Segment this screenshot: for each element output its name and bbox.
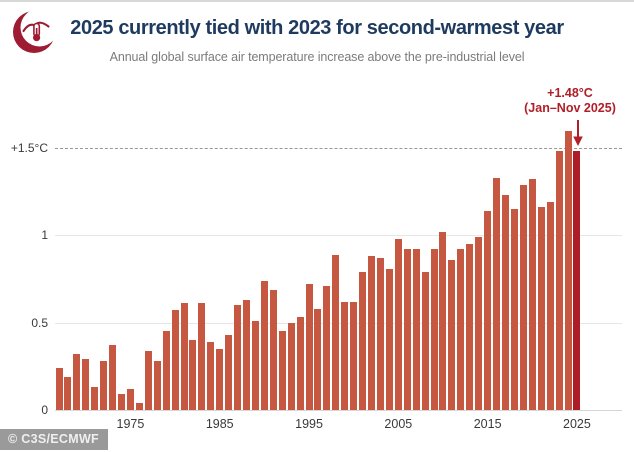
bar-2001 [359,272,367,410]
bar-2018 [510,209,518,410]
bar-2013 [466,244,474,410]
bar-2015 [484,210,492,410]
bar-1991 [269,289,277,410]
gridline-+1.5°C [55,147,622,149]
x-axis-tick-1975: 1975 [116,417,145,431]
bar-1967 [55,368,63,410]
bar-1973 [109,345,117,410]
bar-1988 [243,299,251,410]
gridline-0 [55,410,622,411]
credit-badge: © C3S/ECMWF [0,429,108,450]
bar-2008 [421,272,429,410]
bar-2021 [537,207,545,410]
bar-1994 [296,317,304,410]
bar-1975 [126,389,134,410]
x-axis-tick-2025: 2025 [563,417,591,431]
bar-1983 [198,303,206,410]
annotation-period: (Jan–Nov 2025) [524,101,616,115]
bar-2017 [502,195,509,410]
bar-1974 [118,394,125,410]
bar-2014 [475,237,483,410]
y-axis-tick-label: +1.5°C [10,140,48,155]
bar-2011 [448,259,456,410]
page-title: 2025 currently tied with 2023 for second… [70,17,564,39]
y-axis-tick-label: 0 [41,403,48,417]
bar-1969 [73,354,81,410]
bar-2024 [564,130,572,410]
c3s-climate-logo-icon [13,11,55,53]
bar-1981 [180,303,188,410]
bar-2006 [403,249,411,410]
bar-2016 [493,177,501,410]
y-axis-tick-label: 1 [41,228,48,243]
bar-1986 [225,334,233,410]
bar-2020 [528,179,536,410]
bar-1980 [171,310,179,410]
x-axis-tick-1985: 1985 [205,417,234,431]
bar-2002 [368,256,376,410]
bar-2010 [439,231,447,410]
bar-2005 [394,238,402,410]
bar-2007 [412,249,420,410]
page-subtitle: Annual global surface air temperature in… [109,50,525,64]
bar-1992 [278,331,286,410]
x-axis-tick-1995: 1995 [295,417,323,431]
bar-2012 [457,249,465,410]
bar-2000 [350,301,358,410]
x-axis-tick-2005: 2005 [384,417,413,431]
bar-1990 [260,280,268,410]
bar-1972 [100,361,108,410]
bar-2019 [519,184,527,410]
peak-annotation: +1.48°C (Jan–Nov 2025) [495,86,634,116]
bar-1985 [216,348,224,410]
x-axis-tick-2015: 2015 [473,417,502,431]
bar-2009 [430,249,438,410]
annotation-value: +1.48°C [547,86,593,100]
bar-1976 [135,403,143,410]
bar-1997 [323,286,331,410]
bar-1989 [251,320,259,410]
bar-1968 [64,376,72,410]
bar-1971 [91,387,99,410]
gridline-1 [55,235,622,237]
bar-1982 [189,340,197,410]
bar-1996 [314,308,322,410]
bar-1995 [305,284,313,410]
bar-2023 [555,151,563,410]
down-arrow-icon [573,120,583,146]
bar-2022 [546,202,554,410]
bar-1993 [287,322,295,410]
window-top-edge [0,0,634,2]
bar-1970 [82,359,90,410]
bar-1979 [162,331,170,410]
bar-2003 [376,258,384,410]
bar-2025 [573,151,581,410]
bar-1978 [153,361,161,410]
bar-2004 [385,268,393,410]
bar-1998 [332,254,340,410]
bar-1984 [207,341,215,410]
y-axis-tick-label: 0.5 [31,315,48,330]
bar-1999 [341,301,349,410]
bar-1987 [234,305,242,410]
bar-1977 [144,350,152,410]
